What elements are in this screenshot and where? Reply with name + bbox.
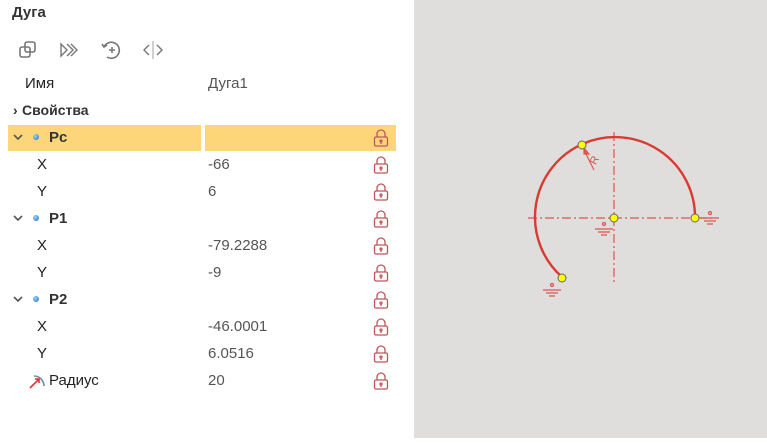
radius-row: Радиус 20: [8, 368, 396, 394]
end-point-marker[interactable]: [690, 213, 700, 223]
group-label: P1: [49, 210, 68, 227]
group-label: P2: [49, 291, 68, 308]
ground-icon: [701, 210, 719, 225]
y-label: Y: [37, 183, 48, 200]
chevron-down-icon[interactable]: [12, 130, 24, 144]
start-point-marker[interactable]: [557, 273, 567, 283]
x-label: X: [37, 318, 48, 335]
chevron-down-icon[interactable]: [12, 292, 24, 306]
group-label: Pc: [49, 129, 68, 146]
x-value[interactable]: -79.2288: [208, 237, 268, 254]
point-icon: [33, 215, 39, 221]
lock-icon[interactable]: [372, 182, 390, 202]
arc[interactable]: [533, 135, 697, 278]
lock-icon[interactable]: [372, 371, 390, 391]
x-value[interactable]: -66: [208, 156, 230, 173]
y-value[interactable]: 6.0516: [208, 345, 254, 362]
svg-text:R: R: [588, 154, 602, 167]
chevron-down-icon[interactable]: [12, 211, 24, 225]
arc-point-marker[interactable]: [577, 140, 587, 150]
arc-drawing[interactable]: R: [414, 0, 767, 438]
name-value[interactable]: Дуга1: [208, 75, 248, 92]
point-icon: [33, 296, 39, 302]
drawing-canvas[interactable]: R: [414, 0, 767, 438]
rotate-add-icon[interactable]: [99, 38, 123, 62]
properties-panel: Дуга Имя Дуга1 › Свойства Pc X -66 Y 6 P1 X -79…: [8, 4, 396, 394]
y-value[interactable]: -9: [208, 264, 222, 281]
panel-title: Дуга: [12, 4, 46, 21]
x-row: X -46.0001: [8, 314, 396, 340]
point-group-p1[interactable]: P1: [8, 206, 396, 232]
x-label: X: [37, 156, 48, 173]
y-label: Y: [37, 345, 48, 362]
lock-icon[interactable]: [372, 263, 390, 283]
y-value[interactable]: 6: [208, 183, 217, 200]
name-label: Имя: [25, 75, 55, 92]
lock-icon[interactable]: [372, 209, 390, 229]
point-group-p2[interactable]: P2: [8, 287, 396, 313]
properties-label: Свойства: [22, 102, 89, 118]
ground-icon: [595, 221, 613, 236]
radius-icon: [29, 375, 45, 389]
y-row: Y 6.0516: [8, 341, 396, 367]
name-row: Имя Дуга1: [8, 71, 396, 97]
copy-icon[interactable]: [16, 38, 40, 62]
lock-icon[interactable]: [372, 128, 390, 148]
y-row: Y -9: [8, 260, 396, 286]
x-row: X -79.2288: [8, 233, 396, 259]
lock-icon[interactable]: [372, 344, 390, 364]
y-label: Y: [37, 264, 48, 281]
point-group-pc[interactable]: Pc: [8, 125, 396, 151]
radius-label: Радиус: [49, 372, 99, 389]
chevron-right-icon: ›: [13, 102, 18, 118]
radius-value[interactable]: 20: [208, 372, 225, 389]
point-icon: [33, 134, 39, 140]
lock-icon[interactable]: [372, 290, 390, 310]
properties-row[interactable]: › Свойства: [8, 98, 396, 124]
lock-icon[interactable]: [372, 317, 390, 337]
lock-icon[interactable]: [372, 155, 390, 175]
x-label: X: [37, 237, 48, 254]
center-point-marker[interactable]: [609, 213, 619, 223]
ground-icon: [543, 282, 561, 297]
forward-icon[interactable]: [57, 38, 81, 62]
x-value[interactable]: -46.0001: [208, 318, 268, 335]
lock-icon[interactable]: [372, 236, 390, 256]
x-row: X -66: [8, 152, 396, 178]
mirror-icon[interactable]: [141, 38, 165, 62]
radius-dimension: R: [583, 146, 602, 171]
